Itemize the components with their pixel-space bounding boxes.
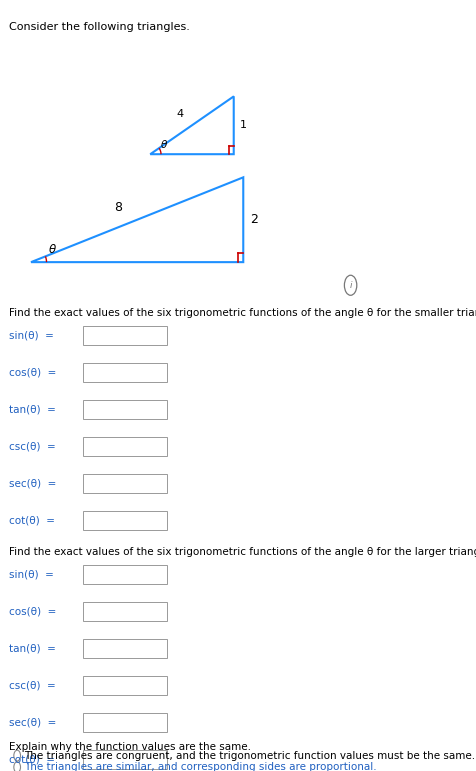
Text: 4: 4 — [176, 109, 183, 120]
FancyBboxPatch shape — [83, 749, 167, 769]
Text: tan(θ)  =: tan(θ) = — [9, 644, 55, 653]
Text: Explain why the function values are the same.: Explain why the function values are the … — [9, 742, 250, 752]
FancyBboxPatch shape — [83, 363, 167, 382]
FancyBboxPatch shape — [83, 564, 167, 584]
FancyBboxPatch shape — [83, 638, 167, 658]
Text: The triangles are congruent, and the trigonometric function values must be the s: The triangles are congruent, and the tri… — [24, 751, 475, 760]
Text: tan(θ)  =: tan(θ) = — [9, 405, 55, 414]
FancyBboxPatch shape — [83, 437, 167, 456]
Text: 2: 2 — [249, 214, 258, 226]
Text: sec(θ)  =: sec(θ) = — [9, 479, 56, 488]
Text: 1: 1 — [239, 120, 246, 130]
FancyBboxPatch shape — [83, 325, 167, 345]
Text: csc(θ)  =: csc(θ) = — [9, 681, 55, 690]
Text: csc(θ)  =: csc(θ) = — [9, 442, 55, 451]
Text: cot(θ)  =: cot(θ) = — [9, 516, 54, 525]
Text: 8: 8 — [114, 200, 122, 214]
FancyBboxPatch shape — [83, 400, 167, 419]
FancyBboxPatch shape — [83, 601, 167, 621]
Text: i: i — [348, 281, 351, 290]
Text: sin(θ)  =: sin(θ) = — [9, 570, 53, 579]
FancyBboxPatch shape — [83, 473, 167, 493]
Text: Find the exact values of the six trigonometric functions of the angle θ for the : Find the exact values of the six trigono… — [9, 547, 476, 557]
FancyBboxPatch shape — [83, 712, 167, 732]
Text: sin(θ)  =: sin(θ) = — [9, 331, 53, 340]
Text: sec(θ)  =: sec(θ) = — [9, 718, 56, 727]
Text: cot(θ)  =: cot(θ) = — [9, 755, 54, 764]
Text: The triangles are similar, and corresponding sides are proportional.: The triangles are similar, and correspon… — [24, 763, 376, 771]
Text: θ: θ — [160, 140, 167, 150]
Text: cos(θ)  =: cos(θ) = — [9, 607, 56, 616]
Text: Consider the following triangles.: Consider the following triangles. — [9, 22, 189, 32]
Text: θ: θ — [49, 243, 56, 256]
Text: Find the exact values of the six trigonometric functions of the angle θ for the : Find the exact values of the six trigono… — [9, 308, 476, 318]
FancyBboxPatch shape — [83, 511, 167, 530]
FancyBboxPatch shape — [83, 675, 167, 695]
Text: cos(θ)  =: cos(θ) = — [9, 368, 56, 377]
